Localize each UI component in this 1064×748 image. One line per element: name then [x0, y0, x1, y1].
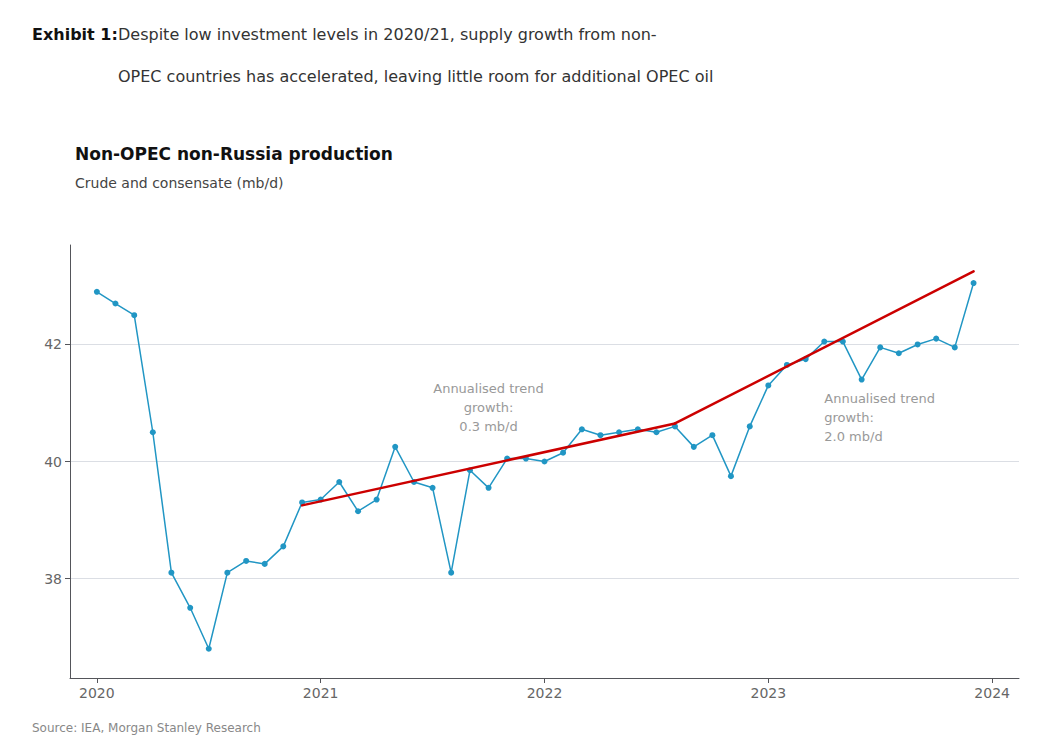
svg-text:0.3 mb/d: 0.3 mb/d	[459, 419, 517, 434]
svg-text:2024: 2024	[974, 685, 1010, 701]
svg-text:Exhibit 1:: Exhibit 1:	[32, 25, 118, 44]
svg-text:Non-OPEC non-Russia production: Non-OPEC non-Russia production	[75, 144, 393, 164]
svg-text:Crude and consensate (mb/d): Crude and consensate (mb/d)	[75, 175, 284, 191]
svg-text:Annualised trend: Annualised trend	[824, 391, 935, 406]
svg-text:2020: 2020	[79, 685, 115, 701]
svg-text:2023: 2023	[751, 685, 787, 701]
svg-text:growth:: growth:	[464, 400, 514, 415]
svg-text:2021: 2021	[303, 685, 339, 701]
svg-text:Annualised trend: Annualised trend	[433, 381, 544, 396]
svg-text:Source: IEA, Morgan Stanley Re: Source: IEA, Morgan Stanley Research	[32, 721, 261, 735]
svg-text:42: 42	[44, 336, 62, 352]
svg-text:40: 40	[44, 454, 62, 470]
svg-text:38: 38	[44, 571, 62, 587]
svg-text:Despite low investment levels: Despite low investment levels in 2020/21…	[118, 25, 657, 44]
svg-text:OPEC countries has accelerated: OPEC countries has accelerated, leaving …	[118, 67, 713, 86]
svg-text:2.0 mb/d: 2.0 mb/d	[824, 429, 882, 444]
svg-text:2022: 2022	[527, 685, 563, 701]
svg-text:growth:: growth:	[824, 410, 874, 425]
